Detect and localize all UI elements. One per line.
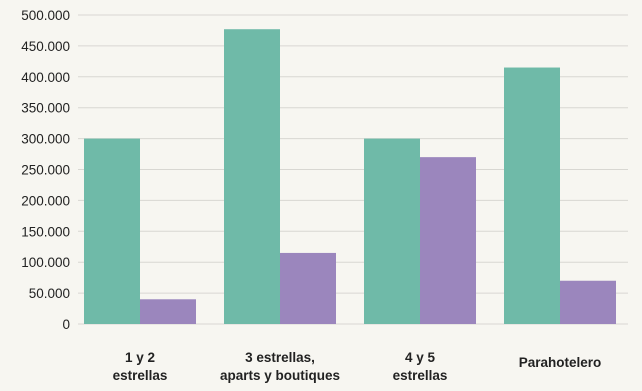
y-axis-ticks: 0 50.000 100.000 150.000 200.000 250.000 300.0…	[21, 8, 70, 332]
y-tick-label: 50.000	[29, 286, 70, 301]
bar-series-1-cat-4	[504, 67, 560, 324]
y-tick-label: 500.000	[21, 8, 70, 23]
y-tick-label: 0	[62, 317, 70, 332]
x-category-label: 4 y 5 estrellas	[393, 350, 448, 383]
grid-lines	[78, 14, 628, 325]
y-tick-label: 450.000	[21, 39, 70, 54]
bar-series-1-cat-2	[224, 29, 280, 325]
x-category-label: 1 y 2 estrellas	[113, 350, 168, 383]
bar-series-2-cat-3	[420, 157, 476, 324]
bar-series-1-cat-1	[84, 138, 140, 324]
y-tick-label: 200.000	[21, 193, 70, 208]
y-tick-label: 250.000	[21, 163, 70, 178]
x-axis-labels: 1 y 2 estrellas 3 estrellas, aparts y bouti…	[113, 350, 602, 383]
y-tick-label: 300.000	[21, 132, 70, 147]
bar-series-2-cat-2	[280, 252, 336, 324]
y-tick-label: 100.000	[21, 255, 70, 270]
y-tick-label: 350.000	[21, 101, 70, 116]
y-tick-label: 150.000	[21, 224, 70, 239]
bar-series-2-cat-1	[140, 299, 196, 324]
x-category-label: 3 estrellas, aparts y boutiques	[220, 350, 340, 383]
bars	[84, 29, 616, 325]
bar-series-2-cat-4	[560, 280, 616, 324]
bar-series-1-cat-3	[364, 138, 420, 324]
y-tick-label: 400.000	[21, 70, 70, 85]
x-category-label: Parahotelero	[519, 355, 602, 370]
